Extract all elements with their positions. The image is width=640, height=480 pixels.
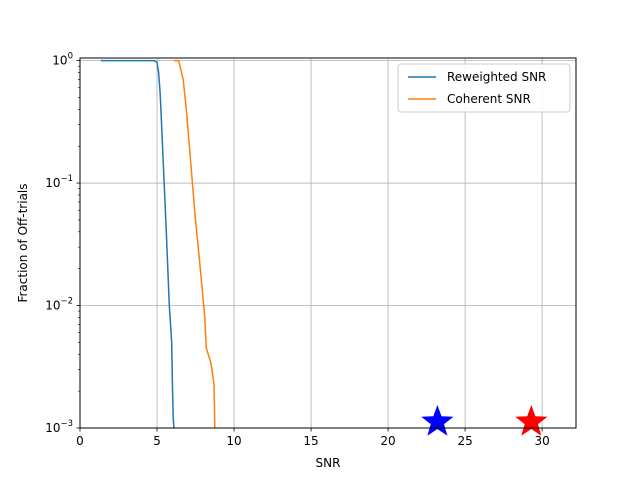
legend: Reweighted SNR Coherent SNR [397,63,571,113]
x-tick-label: 0 [76,434,84,448]
plot-frame [79,57,577,429]
y-tick-label: 10−1 [45,174,73,190]
y-axis: 100 10−1 10−2 10−3 [45,52,80,435]
x-axis: 0 5 10 15 20 25 30 [76,428,550,448]
x-tick-label: 15 [303,434,318,448]
y-tick-label: 10−3 [45,419,73,435]
legend-label-reweighted: Reweighted SNR [447,70,546,84]
series-layer [100,59,216,429]
x-tick-label: 25 [457,434,472,448]
y-axis-label: Fraction of Off-trials [16,183,30,302]
y-tick-label: 10−2 [45,297,73,313]
y-tick-label: 100 [52,52,73,68]
x-tick-label: 10 [226,434,241,448]
series-line-reweighted [100,59,175,429]
legend-label-coherent: Coherent SNR [447,92,531,106]
x-tick-label: 30 [534,434,549,448]
series-line-coherent [174,59,216,429]
x-axis-label: SNR [316,456,341,470]
marker-layer [421,405,548,436]
x-tick-label: 5 [153,434,161,448]
legend-box [397,63,571,113]
blue-star-marker [421,405,454,436]
x-tick-label: 20 [380,434,395,448]
red-star-marker [515,405,548,436]
